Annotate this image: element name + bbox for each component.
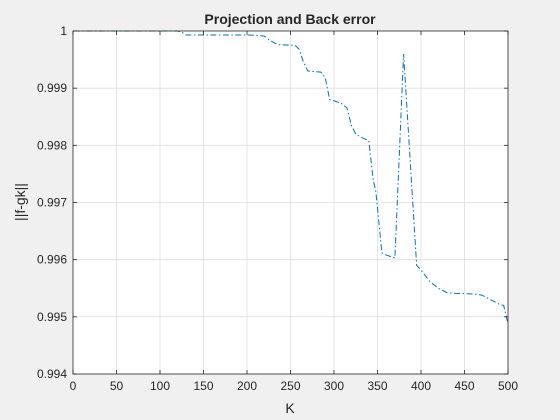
x-tick-label: 450 — [454, 379, 474, 393]
y-tick-label: 0.994 — [37, 367, 67, 381]
y-tick-label: 0.996 — [37, 253, 67, 267]
x-tick-label: 250 — [280, 379, 300, 393]
x-tick-label: 100 — [150, 379, 170, 393]
x-tick-label: 200 — [237, 379, 257, 393]
x-tick-label: 500 — [498, 379, 518, 393]
y-tick-label: 0.998 — [37, 138, 67, 152]
y-tick-label: 0.997 — [37, 196, 67, 210]
y-axis-label: ||f-gk|| — [12, 183, 28, 221]
x-tick-label: 350 — [367, 379, 387, 393]
x-tick-label: 0 — [70, 379, 77, 393]
y-tick-label: 0.995 — [37, 310, 67, 324]
x-axis-label: K — [285, 400, 295, 416]
x-tick-label: 300 — [324, 379, 344, 393]
axis-ticks: 0 50 100 150 200 250 300 350 400 450 500 0.994 0.995… — [37, 24, 518, 393]
data-series — [73, 30, 509, 324]
series-line-0 — [73, 30, 509, 324]
y-tick-label: 1 — [60, 24, 67, 38]
y-tick-label: 0.999 — [37, 81, 67, 95]
chart-title: Projection and Back error — [204, 11, 376, 27]
x-tick-label: 400 — [411, 379, 431, 393]
x-tick-label: 50 — [110, 379, 124, 393]
x-tick-label: 150 — [193, 379, 213, 393]
grid-lines — [73, 31, 508, 374]
